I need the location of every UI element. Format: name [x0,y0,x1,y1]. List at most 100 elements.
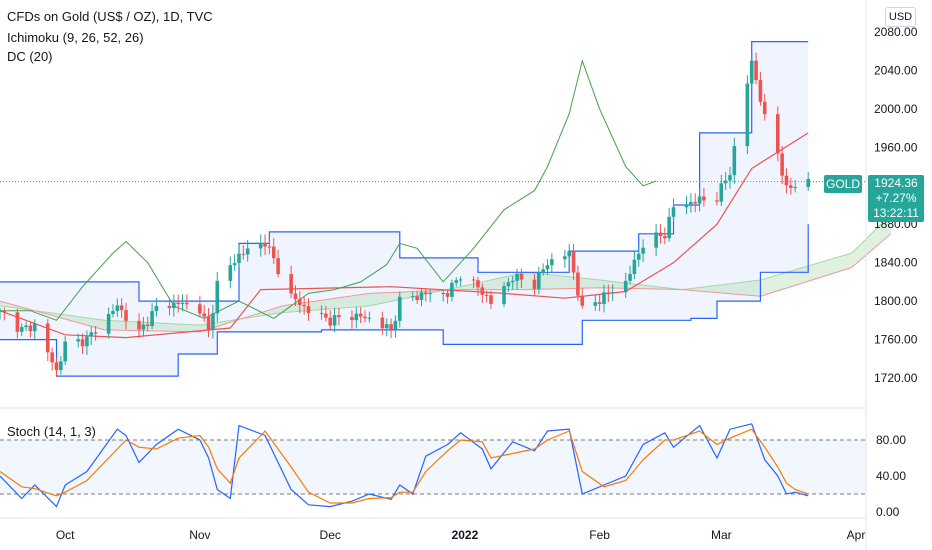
candle-body [519,273,524,280]
candle-body [397,296,402,321]
candle [593,294,598,312]
candle [93,325,98,341]
candle [749,52,754,90]
candle-body [319,313,324,315]
candle [367,311,372,323]
ichimoku-legend[interactable]: Ichimoku (9, 26, 52, 26) [7,30,144,45]
candle-body [545,265,550,270]
candle [428,289,432,303]
candle [384,318,389,337]
candle-body [180,302,185,305]
candle [732,137,737,184]
candle-body [754,60,758,81]
stoch-k-line [0,423,809,508]
currency-button[interactable]: USD [885,7,916,27]
candle-body [115,305,120,311]
candle [389,318,393,339]
stoch-legend[interactable]: Stoch (14, 1, 3) [7,424,96,439]
candle-body [93,332,98,334]
candle-body [232,263,237,266]
candle [754,52,758,85]
candle [393,315,398,338]
candle [489,291,493,309]
candle [211,304,215,339]
candle-body [719,183,724,202]
candle [641,239,645,263]
candle-body [541,269,545,273]
candle-body [471,279,476,281]
candle [597,294,602,312]
candle [76,333,81,348]
candle-body [358,313,363,317]
candle [237,245,241,267]
candle [410,291,415,302]
candle [793,179,797,193]
candle [654,224,658,257]
candle-body [697,196,702,204]
candle [241,245,246,260]
candle-body [728,175,732,181]
candle-body [663,236,667,239]
donchian-legend[interactable]: DC (20) [7,49,53,64]
candle-body [415,296,419,301]
candle-body [667,216,671,239]
candle [28,321,33,338]
candle [484,290,489,303]
candle-body [211,313,215,330]
candle [50,347,54,371]
candle [693,193,698,213]
candle-body [2,310,7,313]
candle [602,284,606,313]
candle-body [80,339,85,347]
candle [563,249,567,268]
price-tick-label: 2000.00 [874,102,918,116]
time-tick-label: Feb [589,528,610,542]
candle [111,304,115,318]
candle [289,265,293,299]
candle-body [276,258,280,275]
time-tick-label: Dec [320,528,341,542]
candle-body [106,313,111,334]
candle-body [137,320,141,330]
time-tick-label: Oct [56,528,75,542]
candle [671,198,676,222]
candle [232,254,237,271]
candle [298,291,302,314]
candle [571,244,576,280]
candle-body [54,362,59,371]
candle [515,268,519,290]
candle-body [28,325,33,332]
candle-body [576,272,580,296]
candle [506,277,511,292]
candle-body [332,315,337,326]
candle [145,316,150,332]
candle [263,234,267,256]
candle-body [480,287,485,295]
candle-body [298,299,302,305]
ichimoku-span-a [0,214,892,326]
candle-body [354,313,359,321]
price-tick-label: 1840.00 [874,256,918,270]
candle-body [502,286,506,304]
candle-body [202,313,207,317]
candle [63,336,67,366]
price-tick-label: 2080.00 [874,25,918,39]
candle [293,285,298,307]
candle [471,276,476,289]
candle [667,208,671,242]
candle-body [684,204,689,208]
candle-body [363,316,367,319]
stoch-pane[interactable] [0,423,866,508]
candle-body [263,242,267,247]
candle-body [749,60,754,84]
candle [445,289,450,304]
candle-body [532,279,537,289]
candle-body [628,274,632,281]
candle-body [145,324,150,327]
candle [689,193,693,213]
candle [576,265,580,302]
candle-body [350,317,354,321]
candle-body [762,101,767,115]
price-pane[interactable] [0,41,892,377]
